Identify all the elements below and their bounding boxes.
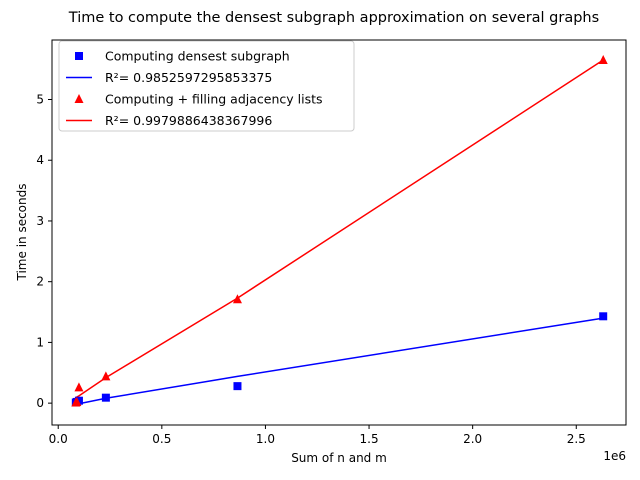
triangle-data-point (74, 382, 84, 392)
x-tick-label: 0.0 (49, 432, 68, 446)
legend-triangle-marker (74, 94, 84, 103)
data-marks (71, 55, 608, 407)
y-tick-label: 5 (36, 93, 44, 107)
triangle-data-point (232, 294, 242, 304)
y-tick-label: 4 (36, 153, 44, 167)
x-axis-label: Sum of n and m (291, 451, 387, 465)
legend-entry-label: Computing densest subgraph (105, 49, 290, 64)
plot-area (51, 39, 627, 426)
legend-entry-label: R²= 0.9852597295853375 (105, 70, 272, 85)
legend-entry-label: R²= 0.9979886438367996 (105, 113, 272, 128)
square-data-point (101, 393, 110, 402)
square-data-point (233, 382, 242, 391)
y-tick-label: 2 (36, 275, 44, 289)
legend-entry-label: Computing + filling adjacency lists (105, 92, 323, 107)
triangle-data-point (101, 371, 111, 381)
x-tick-label: 0.5 (152, 432, 171, 446)
x-axis: 0.0 0.5 1.0 1.5 2.0 2.5 (49, 425, 586, 446)
x-tick-label: 1.0 (256, 432, 275, 446)
y-axis-label: Time in seconds (15, 184, 29, 282)
plot-frame (51, 39, 627, 426)
y-axis: 0 1 2 3 4 5 (36, 93, 52, 410)
x-tick-label: 1.5 (360, 432, 379, 446)
y-tick-label: 3 (36, 214, 44, 228)
x-tick-label: 2.5 (567, 432, 586, 446)
legend: Computing densest subgraph R²= 0.98525972… (58, 40, 355, 132)
triangle-data-point (72, 396, 82, 406)
triangle-data-point (598, 55, 608, 65)
y-tick-label: 1 (36, 335, 44, 349)
x-tick-label: 2.0 (463, 432, 482, 446)
chart-title: Time to compute the densest subgraph app… (68, 10, 599, 26)
x-axis-offset-label: 1e6 (603, 449, 626, 463)
square-data-point (599, 312, 608, 321)
fit-line (75, 317, 604, 405)
legend-frame (58, 40, 355, 132)
square-data-point (74, 396, 83, 405)
y-tick-label: 0 (36, 396, 44, 410)
legend-square-marker (75, 52, 83, 60)
